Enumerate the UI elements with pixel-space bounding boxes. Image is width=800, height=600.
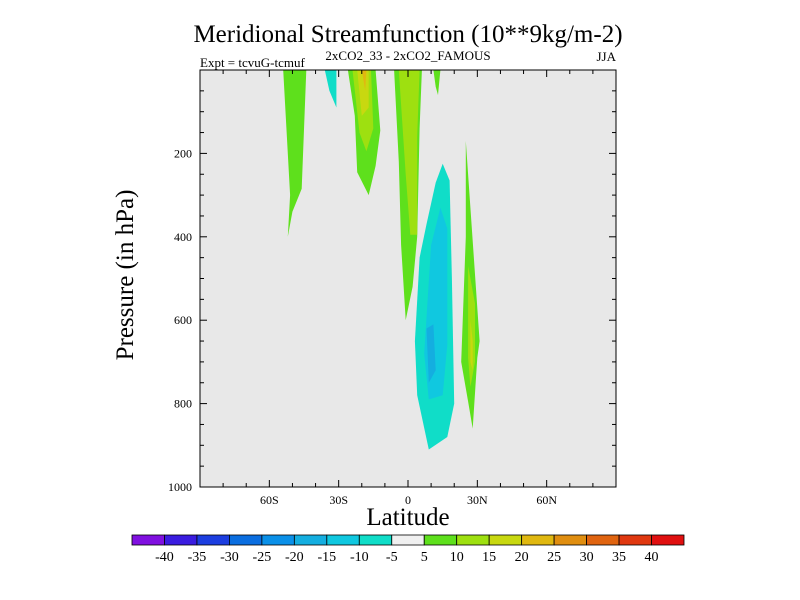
colorbar-label: 40: [645, 550, 659, 565]
x-tick-label: 30N: [467, 493, 488, 507]
colorbar-swatch: [423, 534, 458, 546]
colorbar-swatch: [229, 534, 263, 546]
colorbar-label: 30: [580, 550, 594, 565]
contour-region-11: [470, 320, 473, 371]
colorbar-swatch: [488, 534, 523, 546]
chart-subtitle: 2xCO2_33 - 2xCO2_FAMOUS: [325, 48, 490, 63]
colorbar-label: -30: [220, 550, 239, 565]
contour-region-5: [361, 70, 367, 91]
colorbar-swatch: [456, 534, 490, 546]
colorbar-label: -35: [188, 550, 207, 565]
colorbar-label: 5: [421, 550, 428, 565]
colorbar-swatch: [164, 534, 198, 546]
colorbar-label: -10: [350, 550, 369, 565]
colorbar-swatch: [553, 534, 587, 546]
contour-region-1: [324, 70, 337, 108]
plot-area: 60S 30S 0 30N 60N 200 400 600 800 1000: [168, 69, 617, 507]
colorbar-label: -40: [155, 550, 174, 565]
y-tick-label: 200: [174, 146, 192, 160]
contour-region-8: [433, 70, 441, 95]
chart-title: Meridional Streamfunction (10**9kg/m-2): [193, 21, 622, 48]
contour-region-4: [357, 70, 369, 116]
x-tick-label: 30S: [329, 493, 348, 507]
colorbar-swatch: [651, 534, 685, 546]
colorbar-label: -5: [386, 550, 398, 565]
y-axis-label: Pressure (in hPa): [112, 190, 139, 361]
expt-label: Expt = tcvuG-tcmuf: [200, 55, 305, 70]
season-label: JJA: [596, 49, 616, 64]
colorbar: -40 -35 -30 -25 -20 -15 -10 -5 5 10 15 20 25 30 35 40: [131, 534, 685, 565]
colorbar-swatch: [586, 534, 620, 546]
colorbar-swatch: [358, 534, 393, 546]
colorbar-label: -25: [253, 550, 272, 565]
x-tick-label: 0: [405, 493, 411, 507]
colorbar-swatch: [261, 534, 295, 546]
contour-region-0: [283, 70, 307, 237]
x-axis-label: Latitude: [366, 504, 449, 531]
colorbar-label: -20: [285, 550, 304, 565]
y-tick-label: 800: [174, 397, 192, 411]
colorbar-label: -15: [317, 550, 336, 565]
colorbar-label: 15: [482, 550, 496, 565]
colorbar-label: 35: [612, 550, 626, 565]
x-tick-label: 60N: [536, 493, 557, 507]
colorbar-label: 10: [450, 550, 464, 565]
colorbar-swatch: [326, 534, 360, 546]
colorbar-swatch: [618, 534, 652, 546]
y-tick-label: 1000: [168, 480, 192, 494]
contour-region-7: [398, 70, 420, 235]
y-tick-label: 400: [174, 230, 192, 244]
colorbar-label: 25: [547, 550, 561, 565]
colorbar-swatch: [196, 534, 230, 546]
colorbar-swatch: [521, 534, 555, 546]
x-tick-label: 60S: [260, 493, 279, 507]
y-tick-label: 600: [174, 313, 192, 327]
contour-region-10: [468, 266, 475, 387]
colorbar-swatch: [391, 534, 425, 546]
colorbar-swatch: [293, 534, 328, 546]
colorbar-swatch: [131, 534, 165, 546]
contour-region-14: [426, 324, 436, 383]
colorbar-label: 20: [515, 550, 529, 565]
